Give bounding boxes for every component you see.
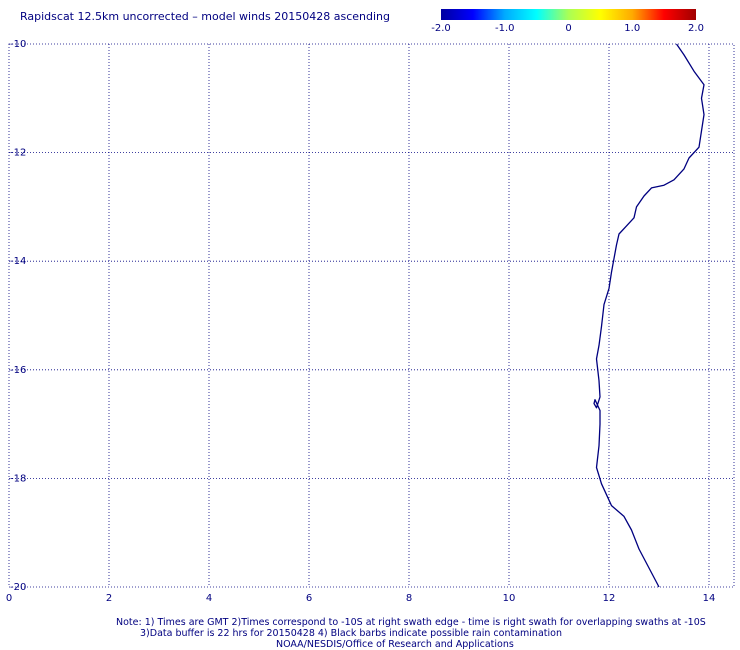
x-tick-label: 10 [503,593,516,604]
x-tick-label: 14 [703,593,716,604]
x-tick-label: 8 [406,593,412,604]
x-tick-label: 4 [206,593,212,604]
coastline [593,43,705,588]
colorbar-tick-label: 1.0 [624,23,640,34]
y-tick-label: -18 [10,473,26,484]
map-frame [8,43,735,588]
x-tick-label: 0 [6,593,12,604]
note-line-1: Note: 1) Times are GMT 2)Times correspon… [116,617,706,628]
colorbar-tick-label: -2.0 [431,23,451,34]
colorbar-tick-label: 2.0 [688,23,704,34]
x-tick-label: 2 [106,593,112,604]
map-title: Rapidscat 12.5km uncorrected – model win… [20,10,390,23]
coastline-path [593,43,705,588]
y-tick-label: -20 [10,582,26,593]
note-line-3: NOAA/NESDIS/Office of Research and Appli… [276,639,514,650]
colorbar-tick-label: -1.0 [495,23,515,34]
y-tick-label: -14 [10,256,26,267]
axis-tick-labels: 0 2 4 6 8 10 12 14 -10 -12 -14 -16 -18 -20 [6,39,716,604]
lat-lon-grid [8,43,735,588]
note-line-2: 3)Data buffer is 22 hrs for 20150428 4) … [140,628,562,639]
x-tick-label: 12 [603,593,616,604]
colorbar-strip [441,9,696,20]
x-tick-label: 6 [306,593,312,604]
y-tick-label: -12 [10,148,26,159]
y-tick-label: -16 [10,365,26,376]
colorbar: -2.0 -1.0 0 1.0 2.0 [431,9,704,34]
y-tick-label: -10 [10,39,26,50]
colorbar-tick-label: 0 [565,23,571,34]
